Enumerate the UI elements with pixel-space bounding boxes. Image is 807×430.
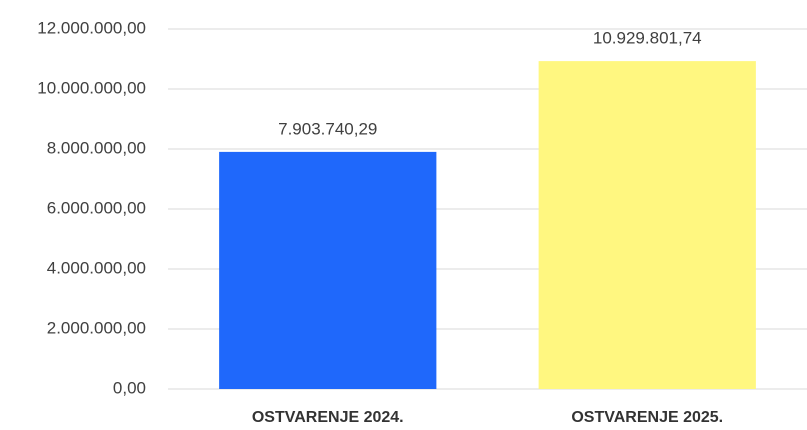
y-tick-label: 0,00 [113,378,146,397]
value-label: 7.903.740,29 [278,119,377,138]
x-tick-label: OSTVARENJE 2025. [571,409,723,426]
x-tick-label: OSTVARENJE 2024. [252,409,404,426]
y-tick-label: 6.000.000,00 [47,198,146,217]
y-tick-label: 12.000.000,00 [37,18,146,37]
y-tick-label: 10.000.000,00 [37,78,146,97]
bar [538,61,756,389]
y-tick-label: 2.000.000,00 [47,318,146,337]
y-tick-label: 4.000.000,00 [47,258,146,277]
value-label: 10.929.801,74 [593,29,702,48]
y-tick-label: 8.000.000,00 [47,138,146,157]
bar [219,151,437,389]
